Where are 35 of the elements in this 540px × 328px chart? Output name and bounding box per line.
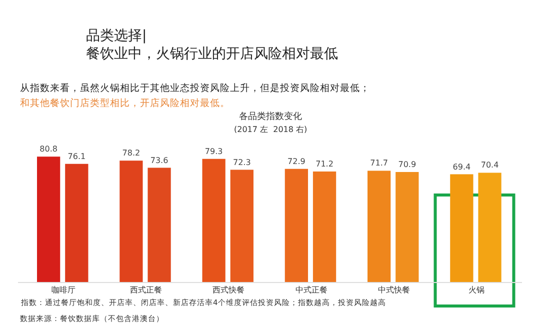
data-label: 70.4 xyxy=(480,160,499,170)
data-label: 72.3 xyxy=(233,158,251,167)
bar xyxy=(284,168,308,282)
bar xyxy=(368,170,391,282)
text: 和其他餐饮门店类型相比，开店风险相对最低。 xyxy=(20,97,230,109)
data-label: 80.8 xyxy=(40,144,58,154)
data-label: 76.1 xyxy=(68,152,86,161)
chart-title: 品类选择| 餐饮业中，火锅行业的开店风险相对最低 xyxy=(86,28,338,62)
bar xyxy=(65,164,88,282)
x-tick-label: 咖啡厅 xyxy=(51,286,76,295)
data-label: 71.7 xyxy=(370,158,388,168)
x-tick-label: 中式正餐 xyxy=(295,286,328,295)
bar xyxy=(148,168,171,282)
data-label: 78.2 xyxy=(122,148,140,158)
text: 从指数来看，虽然火锅相比于其他业态投资风险上升，但是投资风险相对最低； xyxy=(20,82,370,94)
x-tick-label: 中式快餐 xyxy=(378,286,410,295)
text: (2017 左 2018 右) xyxy=(234,125,308,134)
x-tick-label: 西式正餐 xyxy=(130,286,162,295)
bar xyxy=(478,172,502,282)
data-label: 72.9 xyxy=(288,156,306,166)
data-label: 69.4 xyxy=(452,162,471,172)
x-tick-label: 西式快餐 xyxy=(212,286,245,295)
chart-subtitle: 各品类指数变化 xyxy=(239,111,302,122)
bar xyxy=(120,160,143,282)
data-label: 70.9 xyxy=(398,160,416,169)
data-label: 79.3 xyxy=(204,146,223,156)
bar xyxy=(312,172,336,282)
x-tick-label: 火锅 xyxy=(468,286,485,295)
bar xyxy=(450,174,474,282)
data-label: 73.6 xyxy=(150,156,168,165)
bar xyxy=(230,170,254,282)
bar xyxy=(396,172,419,282)
bar xyxy=(37,156,60,282)
bar xyxy=(202,158,226,282)
data-label: 71.2 xyxy=(316,160,334,168)
